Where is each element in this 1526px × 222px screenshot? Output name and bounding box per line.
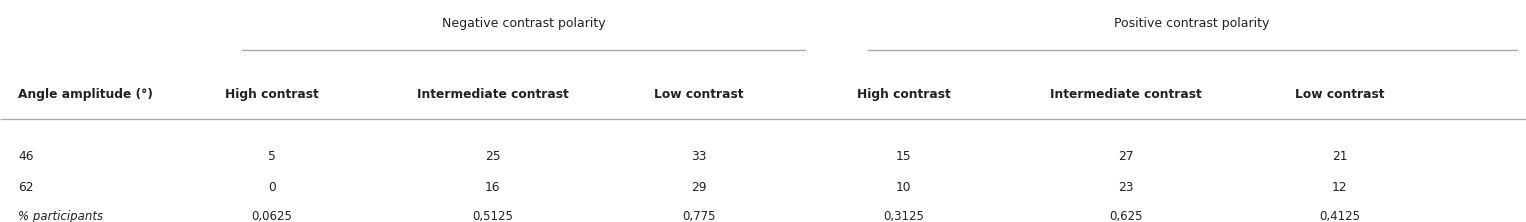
Text: Angle amplitude (°): Angle amplitude (°) — [18, 88, 153, 101]
Text: 27: 27 — [1119, 150, 1134, 163]
Text: 10: 10 — [896, 181, 911, 194]
Text: 62: 62 — [18, 181, 34, 194]
Text: 25: 25 — [485, 150, 501, 163]
Text: 0,775: 0,775 — [682, 210, 716, 222]
Text: 33: 33 — [691, 150, 707, 163]
Text: 29: 29 — [691, 181, 707, 194]
Text: 0,3125: 0,3125 — [884, 210, 923, 222]
Text: Low contrast: Low contrast — [1296, 88, 1384, 101]
Text: % participants: % participants — [18, 210, 104, 222]
Text: 5: 5 — [267, 150, 276, 163]
Text: Intermediate contrast: Intermediate contrast — [417, 88, 569, 101]
Text: 16: 16 — [485, 181, 501, 194]
Text: Low contrast: Low contrast — [655, 88, 743, 101]
Text: Positive contrast polarity: Positive contrast polarity — [1114, 17, 1270, 30]
Text: High contrast: High contrast — [224, 88, 319, 101]
Text: 46: 46 — [18, 150, 34, 163]
Text: 0,4125: 0,4125 — [1320, 210, 1360, 222]
Text: 12: 12 — [1332, 181, 1347, 194]
Text: 21: 21 — [1332, 150, 1347, 163]
Text: 0: 0 — [267, 181, 276, 194]
Text: High contrast: High contrast — [856, 88, 951, 101]
Text: 15: 15 — [896, 150, 911, 163]
Text: 23: 23 — [1119, 181, 1134, 194]
Text: 0,625: 0,625 — [1109, 210, 1143, 222]
Text: 0,5125: 0,5125 — [473, 210, 513, 222]
Text: 0,0625: 0,0625 — [252, 210, 291, 222]
Text: Negative contrast polarity: Negative contrast polarity — [441, 17, 606, 30]
Text: Intermediate contrast: Intermediate contrast — [1050, 88, 1202, 101]
